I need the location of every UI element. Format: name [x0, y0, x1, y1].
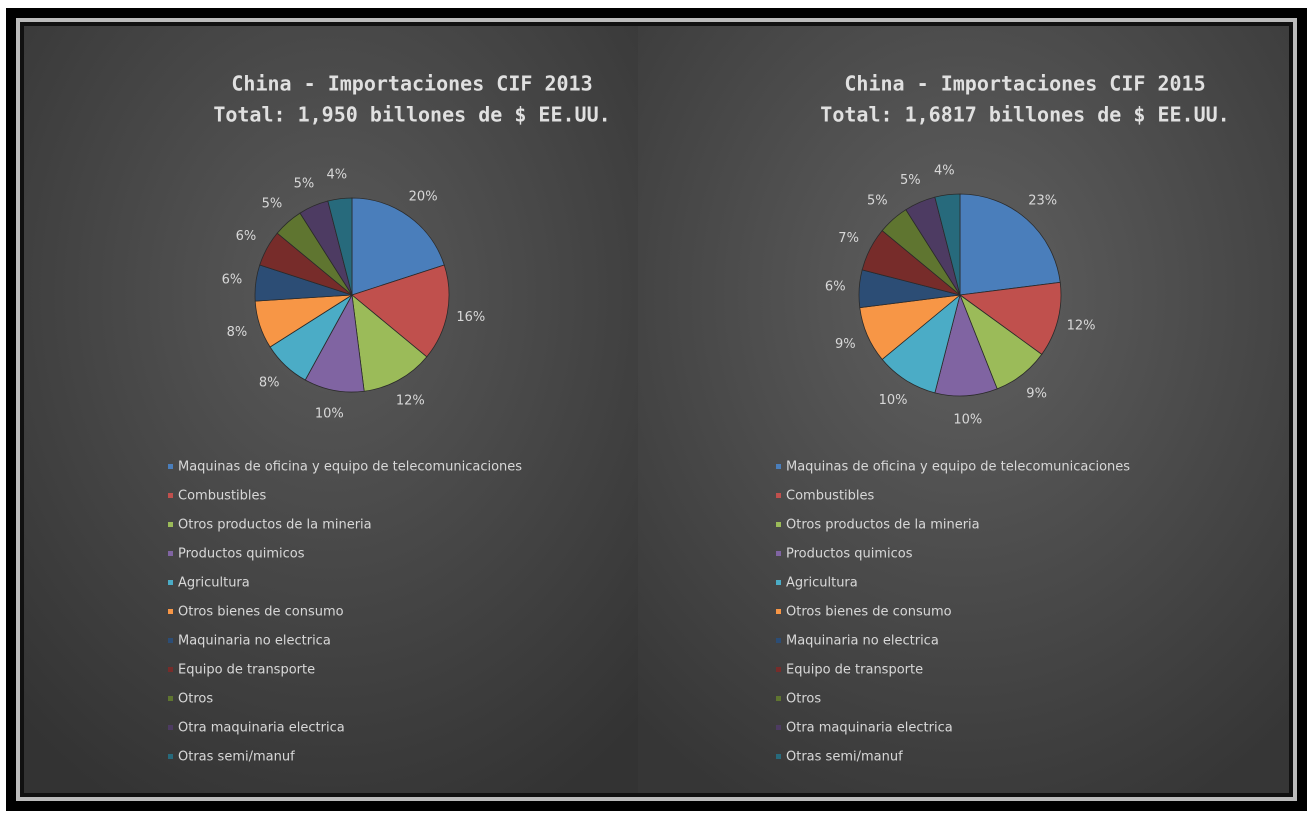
legend-swatch — [776, 493, 781, 498]
legend-swatch — [168, 667, 173, 672]
data-label: 6% — [825, 280, 846, 295]
legend-label: Otros bienes de consumo — [178, 605, 344, 620]
data-label: 10% — [879, 393, 908, 408]
legend-label: Otras semi/manuf — [178, 750, 295, 765]
pie-slice — [959, 193, 1061, 296]
data-label: 9% — [835, 337, 856, 352]
legend-swatch — [776, 725, 781, 730]
legend-label: Otros bienes de consumo — [786, 605, 952, 620]
data-label: 10% — [315, 406, 344, 421]
legend-swatch — [168, 493, 173, 498]
legend-swatch — [776, 580, 781, 585]
legend-label: Otras semi/manuf — [786, 750, 903, 765]
legend-label: Maquinaria no electrica — [178, 634, 331, 649]
legend-label: Agricultura — [178, 576, 250, 591]
legend-swatch — [776, 609, 781, 614]
pie-slice — [351, 197, 445, 296]
legend-label: Combustibles — [178, 489, 267, 504]
legend-swatch — [168, 754, 173, 759]
pie-slice — [351, 264, 450, 358]
legend-swatch — [168, 725, 173, 730]
legend-swatch — [168, 609, 173, 614]
data-label: 8% — [259, 376, 280, 391]
legend-swatch — [776, 696, 781, 701]
legend-label: Maquinas de oficina y equipo de telecomu… — [178, 460, 522, 475]
data-label: 9% — [1026, 386, 1047, 401]
data-label: 4% — [934, 163, 955, 178]
data-label: 7% — [838, 231, 859, 246]
data-label: 5% — [262, 197, 283, 212]
data-label: 5% — [294, 176, 315, 191]
data-label: 20% — [409, 190, 438, 205]
pie-slice — [327, 197, 353, 296]
legend-label: Equipo de transporte — [178, 663, 315, 678]
legend-swatch — [168, 522, 173, 527]
legend-swatch — [776, 551, 781, 556]
legend-swatch — [776, 522, 781, 527]
data-label: 23% — [1028, 194, 1057, 209]
pie-slice — [934, 193, 961, 296]
data-label: 4% — [327, 167, 348, 182]
legend-label: Maquinas de oficina y equipo de telecomu… — [786, 460, 1130, 475]
legend-swatch — [168, 696, 173, 701]
chart-title: China - Importaciones CIF 2015 — [844, 72, 1205, 96]
legend-label: Otros — [178, 692, 213, 707]
pie-slice — [958, 281, 1062, 355]
data-label: 8% — [227, 325, 248, 340]
chart-title: China - Importaciones CIF 2013 — [231, 72, 592, 96]
pie-slice — [351, 294, 428, 392]
data-label: 12% — [396, 394, 425, 409]
data-label: 6% — [222, 272, 243, 287]
legend-label: Equipo de transporte — [786, 663, 923, 678]
legend-label: Maquinaria no electrica — [786, 634, 939, 649]
legend-swatch — [168, 580, 173, 585]
data-label: 10% — [953, 412, 982, 427]
data-label: 5% — [867, 194, 888, 209]
legend-label: Otros productos de la mineria — [178, 518, 372, 533]
legend-label: Otros — [786, 692, 821, 707]
panel — [638, 26, 1289, 793]
chart-subtitle: Total: 1,6817 billones de $ EE.UU. — [820, 103, 1229, 127]
legend-swatch — [776, 667, 781, 672]
legend-swatch — [776, 464, 781, 469]
legend-swatch — [168, 464, 173, 469]
legend-label: Combustibles — [786, 489, 875, 504]
legend-swatch — [168, 551, 173, 556]
legend-swatch — [776, 638, 781, 643]
data-label: 5% — [900, 173, 921, 188]
chart-subtitle: Total: 1,950 billones de $ EE.UU. — [213, 103, 610, 127]
legend-label: Productos quimicos — [786, 547, 913, 562]
data-label: 12% — [1067, 319, 1096, 334]
data-label: 16% — [456, 310, 485, 325]
legend-label: Productos quimicos — [178, 547, 305, 562]
legend-label: Agricultura — [786, 576, 858, 591]
legend-swatch — [168, 638, 173, 643]
data-label: 6% — [236, 229, 257, 244]
legend-swatch — [776, 754, 781, 759]
panel — [24, 26, 638, 793]
legend-label: Otra maquinaria electrica — [786, 721, 953, 736]
legend-label: Otra maquinaria electrica — [178, 721, 345, 736]
legend-label: Otros productos de la mineria — [786, 518, 980, 533]
